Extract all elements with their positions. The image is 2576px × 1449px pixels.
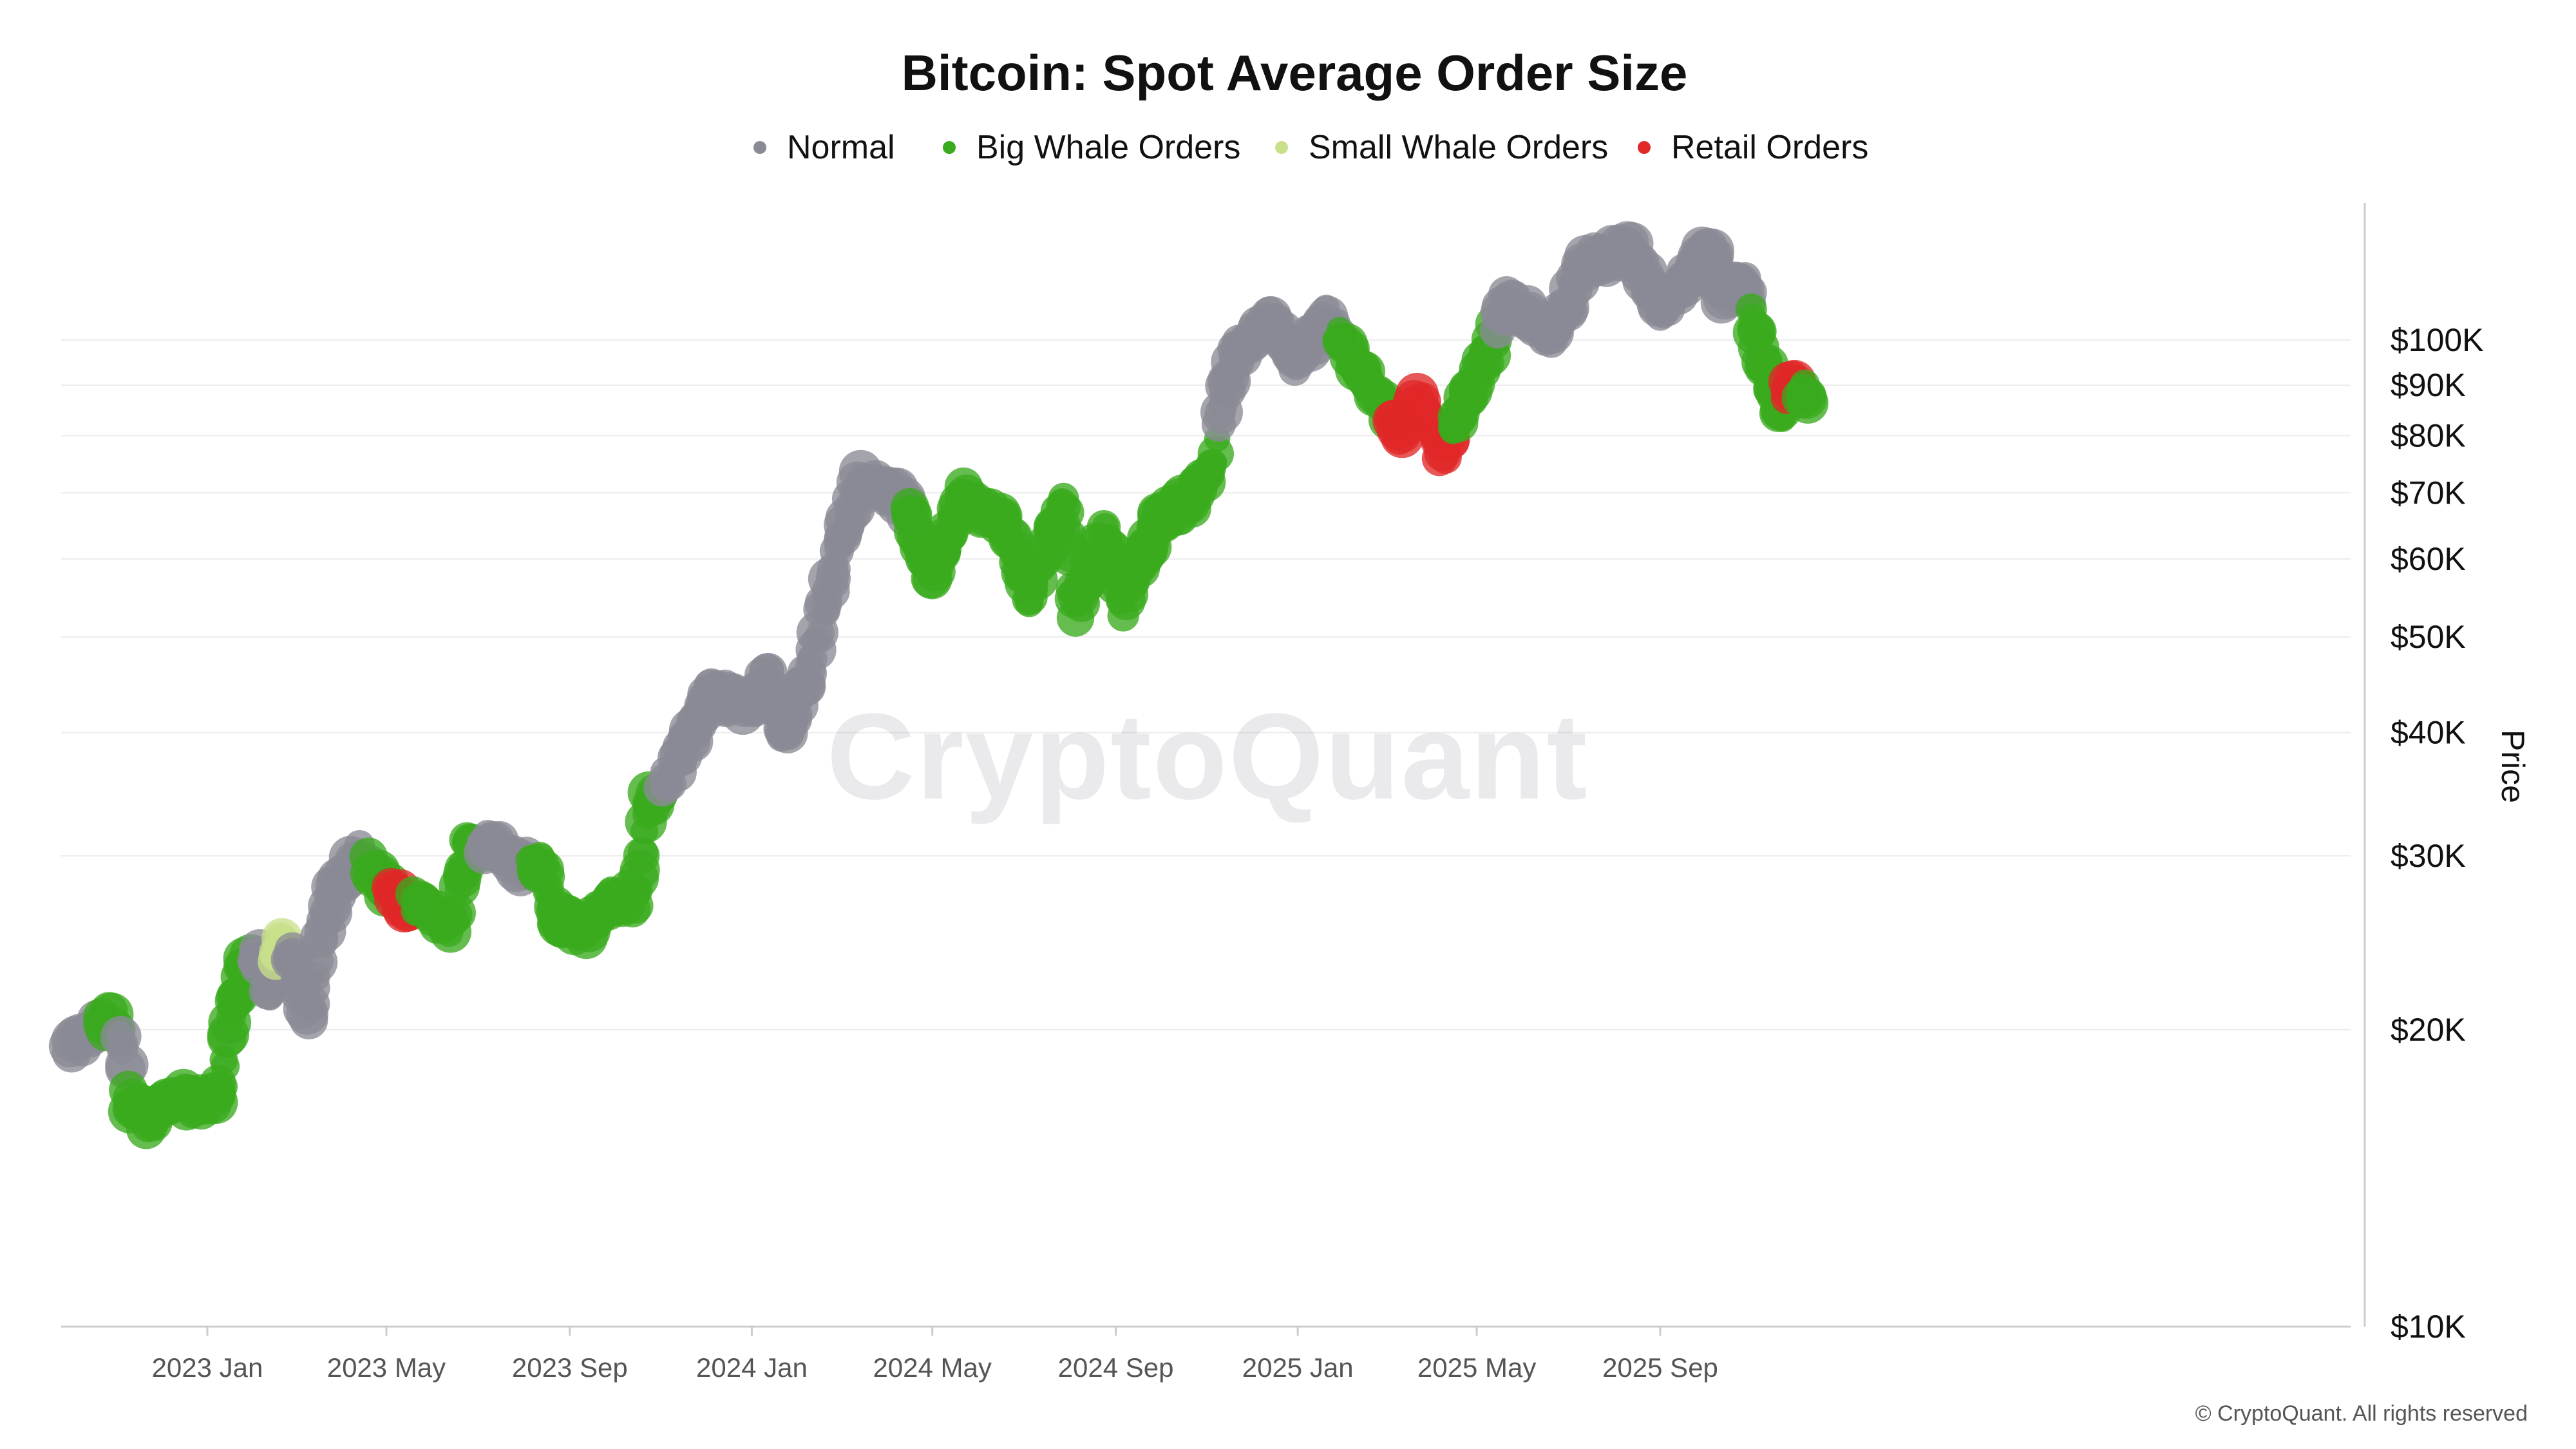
legend-item-normal[interactable]: Normal <box>753 129 895 166</box>
data-points <box>48 221 1829 1150</box>
y-tick-label: $50K <box>2391 619 2466 655</box>
legend-label-small: Small Whale Orders <box>1309 129 1608 166</box>
y-tick-label: $30K <box>2391 838 2466 874</box>
x-tick-label: 2024 May <box>873 1352 991 1383</box>
legend-item-small[interactable]: Small Whale Orders <box>1275 129 1608 166</box>
x-tick-label: 2025 Sep <box>1602 1352 1718 1383</box>
data-point-big <box>627 837 658 867</box>
x-tick-label: 2025 Jan <box>1242 1352 1354 1383</box>
chart-title: Bitcoin: Spot Average Order Size <box>902 44 1688 101</box>
y-tick-label: $20K <box>2391 1012 2466 1048</box>
x-tick-label: 2023 Sep <box>512 1352 628 1383</box>
x-tick-label: 2023 Jan <box>152 1352 263 1383</box>
data-point-big <box>211 1052 240 1081</box>
legend-label-retail: Retail Orders <box>1671 129 1868 166</box>
x-tick-label: 2025 May <box>1417 1352 1536 1383</box>
legend-marker-small <box>1275 141 1288 154</box>
legend-marker-big <box>943 141 956 154</box>
legend-label-big: Big Whale Orders <box>976 129 1240 166</box>
watermark: CryptoQuant <box>826 688 1588 825</box>
x-tick-label: 2023 May <box>327 1352 446 1383</box>
x-axis-ticks: 2023 Jan 2023 May 2023 Sep 2024 Jan 2024 May… <box>152 1327 1718 1383</box>
legend-item-big[interactable]: Big Whale Orders <box>943 129 1240 166</box>
legend-marker-retail <box>1638 141 1651 154</box>
data-point-big <box>1052 493 1081 522</box>
y-tick-label: $60K <box>2391 541 2466 577</box>
axes <box>61 203 2366 1328</box>
y-tick-label: $40K <box>2391 715 2466 751</box>
y-axis-ticks: $100K $90K $80K $70K $60K $50K $40K $30K $20K $10… <box>2391 322 2484 1345</box>
x-tick-label: 2024 Sep <box>1058 1352 1174 1383</box>
x-tick-label: 2024 Jan <box>696 1352 808 1383</box>
y-tick-label: $100K <box>2391 322 2484 358</box>
y-tick-label: $80K <box>2391 417 2466 453</box>
y-tick-label: $70K <box>2391 475 2466 511</box>
legend: Normal Big Whale Orders Small Whale Orders… <box>753 129 1868 166</box>
legend-label-normal: Normal <box>787 129 895 166</box>
y-tick-label: $90K <box>2391 367 2466 403</box>
y-tick-label: $10K <box>2391 1309 2466 1345</box>
copyright-notice: © CryptoQuant. All rights reserved <box>2195 1401 2528 1426</box>
y-axis-label: Price <box>2495 730 2531 803</box>
data-point-big <box>1792 378 1826 412</box>
legend-item-retail[interactable]: Retail Orders <box>1638 129 1868 166</box>
legend-marker-normal <box>753 141 766 154</box>
